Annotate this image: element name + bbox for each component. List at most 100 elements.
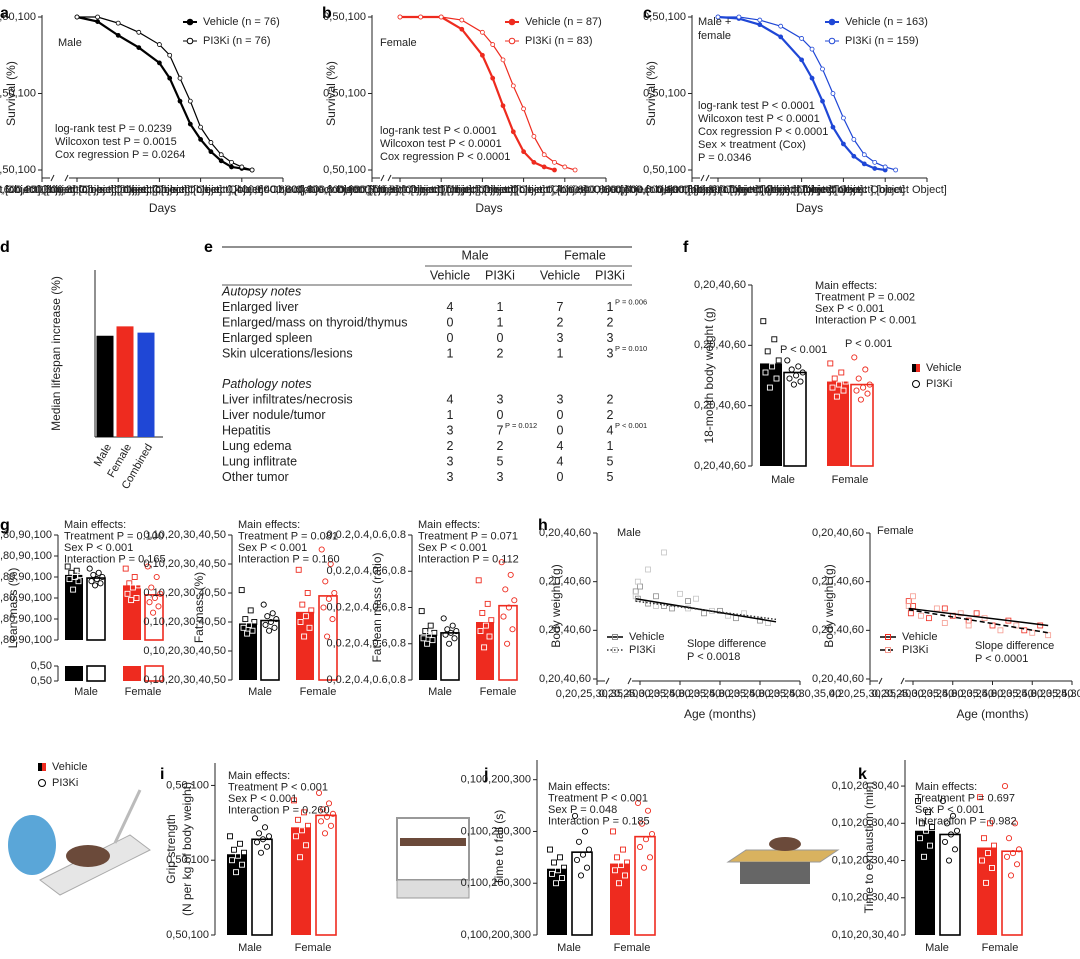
table-row-label: Enlarged liver (222, 300, 298, 314)
table-cell: 1 (497, 300, 504, 314)
data-point (551, 859, 557, 866)
data-point (261, 824, 269, 831)
annotation: Slope difference (687, 638, 766, 650)
annotation: Sex P < 0.001 (64, 542, 133, 554)
survival-point (208, 149, 214, 155)
legend-label: Vehicle (n = 76) (203, 16, 280, 28)
table-cell: 3 (497, 392, 504, 406)
data-point (857, 396, 864, 403)
data-point (451, 635, 458, 642)
bar (1001, 850, 1023, 936)
data-point (424, 640, 431, 647)
mouse (66, 845, 110, 867)
x-tick-label: 0,400,600,800,[object Object],[object Ob… (547, 184, 837, 196)
data-point (229, 857, 235, 864)
data-point (505, 604, 512, 611)
data-point (866, 381, 873, 388)
data-point (786, 375, 793, 382)
bar (296, 611, 314, 680)
data-point (482, 622, 489, 629)
data-point (918, 612, 924, 619)
data-point (941, 620, 948, 626)
x-tick-label: 0,400,600,800,[object Object],[object Ob… (573, 184, 863, 196)
data-point (269, 610, 276, 617)
data-point (271, 624, 278, 631)
survival-point (115, 20, 121, 26)
bar (123, 666, 141, 681)
data-point (1015, 846, 1023, 853)
data-point (122, 565, 129, 572)
survival-point (799, 57, 804, 63)
x-tick-label: 0,20,25,30,35,40 (1031, 688, 1080, 700)
survival-point (820, 98, 825, 104)
grip-illustration (8, 789, 151, 896)
mouse (769, 837, 801, 851)
rotarod-base (396, 879, 470, 899)
survival-point (479, 52, 485, 58)
table-cell: 0 (497, 331, 504, 345)
bar (498, 604, 518, 681)
data-point (637, 583, 643, 590)
data-point (440, 615, 447, 622)
bar (977, 847, 997, 935)
y-tick-label: 0,10,20,30,40 (832, 780, 899, 792)
data-point (475, 577, 482, 584)
table-section-title: Autopsy notes (221, 284, 301, 298)
data-point (941, 605, 948, 612)
table-cell: 0 (557, 470, 564, 484)
y-axis-title: (N per kg of body weight) (180, 782, 194, 916)
data-point (553, 880, 559, 887)
table-cell: 5 (607, 470, 614, 484)
data-point (634, 578, 641, 585)
y-axis-title: Median lifespan increase (%) (49, 276, 63, 431)
data-point (622, 872, 628, 879)
data-point (304, 590, 311, 596)
y-tick-label: 0,50,100 (166, 854, 209, 866)
panel-letter: k (858, 766, 867, 783)
x-tick-label: 0,400,600,800,[object Object],[object Ob… (227, 184, 517, 196)
regression-line (635, 600, 777, 621)
x-tick-label: 0,20,25,30,35,40 (556, 688, 639, 700)
annotation: Treatment P = 0.002 (815, 291, 915, 303)
table-cell: 1 (447, 408, 454, 422)
data-point (860, 384, 867, 391)
survival-point (531, 159, 537, 165)
bar (86, 577, 106, 641)
data-point (500, 613, 507, 620)
data-point (923, 827, 929, 834)
legend-label: PI3Ki (n = 159) (845, 35, 919, 47)
legend-label: Vehicle (902, 631, 937, 643)
data-point (559, 875, 565, 881)
survival-point (187, 121, 193, 127)
y-axis-title: Time to fall (s) (492, 810, 506, 886)
data-point (422, 628, 429, 635)
panel-label: Male + (698, 16, 731, 28)
data-point (420, 635, 427, 642)
data-point (933, 605, 940, 612)
axis-break (878, 677, 883, 685)
data-point (790, 381, 797, 388)
data-point (1003, 853, 1011, 860)
data-point (291, 797, 297, 804)
data-point (1021, 627, 1028, 634)
legend-marker (38, 779, 46, 787)
survival-point (95, 14, 100, 20)
x-tick-label: Male (557, 942, 581, 954)
y-axis-title: Lean mass (%) (6, 568, 20, 649)
data-point (68, 569, 75, 576)
legend-label: PI3Ki (926, 378, 952, 390)
data-point (957, 610, 964, 617)
survival-point (872, 159, 878, 165)
table-cell: 4 (447, 300, 454, 314)
treadmill-body (740, 862, 810, 884)
data-point (442, 631, 449, 638)
survival-point (208, 140, 214, 145)
axis-break (380, 174, 385, 182)
data-point (1013, 622, 1020, 629)
data-point (1029, 629, 1036, 636)
survival-point (459, 17, 465, 23)
table-cell: 0 (447, 315, 454, 329)
survival-point (820, 66, 825, 72)
annotation: Sex P < 0.001 (238, 542, 307, 554)
significance-label: P < 0.001 (845, 338, 892, 350)
